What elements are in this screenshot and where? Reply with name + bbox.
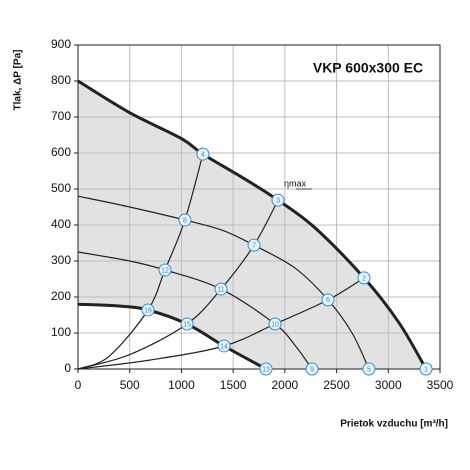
operating-point: [271, 193, 285, 207]
y-tick-label: 900: [51, 37, 71, 51]
y-tick-label: 700: [51, 109, 71, 123]
y-tick-label: 400: [51, 217, 71, 231]
point-label: 6: [326, 297, 330, 304]
y-tick-label: 500: [51, 181, 71, 195]
point-label: 13: [262, 366, 270, 373]
plot-frame: [77, 44, 441, 370]
chart-title: VKP 600x300 EC: [313, 60, 423, 76]
operating-point: [141, 303, 155, 317]
x-tick-label: 1500: [220, 378, 247, 392]
operating-point: [362, 362, 376, 376]
point-label: 11: [217, 286, 224, 293]
point-label: 7: [252, 243, 256, 250]
operating-point: [158, 263, 172, 277]
curve: [77, 79, 428, 370]
operating-point: [419, 362, 433, 376]
operating-point: [357, 271, 371, 285]
y-tick-label: 200: [51, 289, 71, 303]
point-label: 9: [310, 366, 314, 373]
point-label: 8: [183, 217, 187, 224]
operating-point: [305, 362, 319, 376]
y-axis-label: Tlak, ΔP [Pa]: [13, 50, 24, 111]
y-tick-label: 800: [51, 73, 71, 87]
point-label: 10: [271, 321, 279, 328]
x-tick-label: 0: [75, 378, 82, 392]
point-label: 3: [276, 198, 280, 205]
operating-point: [247, 238, 261, 252]
x-tick-label: 1000: [168, 378, 195, 392]
point-label: 1: [424, 366, 428, 373]
point-label: 14: [220, 343, 228, 350]
y-tick-label: 300: [51, 253, 71, 267]
operating-point: [217, 339, 231, 353]
x-tick-label: 3000: [375, 378, 402, 392]
operating-point: [268, 317, 282, 331]
x-tick-label: 500: [120, 378, 140, 392]
curve: [77, 153, 204, 370]
point-label: 15: [183, 321, 191, 328]
x-tick-label: 3500: [427, 378, 454, 392]
y-tick-label: 0: [64, 361, 71, 375]
operating-point: [178, 213, 192, 227]
point-label: 5: [367, 366, 371, 373]
x-tick-label: 2000: [272, 378, 299, 392]
point-label: 4: [201, 151, 205, 158]
operating-point: [180, 317, 194, 331]
point-label: 2: [362, 275, 366, 282]
x-axis-label: Prietok vzduchu [m³/h]: [340, 419, 448, 430]
x-tick-label: 2500: [323, 378, 350, 392]
operating-point: [259, 362, 273, 376]
point-label: 12: [161, 267, 169, 274]
annotation: ηmax: [284, 178, 307, 188]
y-tick-label: 600: [51, 145, 71, 159]
operating-point: [214, 282, 228, 296]
operating-point: [321, 293, 335, 307]
operating-point: [196, 147, 210, 161]
y-tick-label: 100: [51, 325, 71, 339]
point-label: 16: [144, 307, 152, 314]
